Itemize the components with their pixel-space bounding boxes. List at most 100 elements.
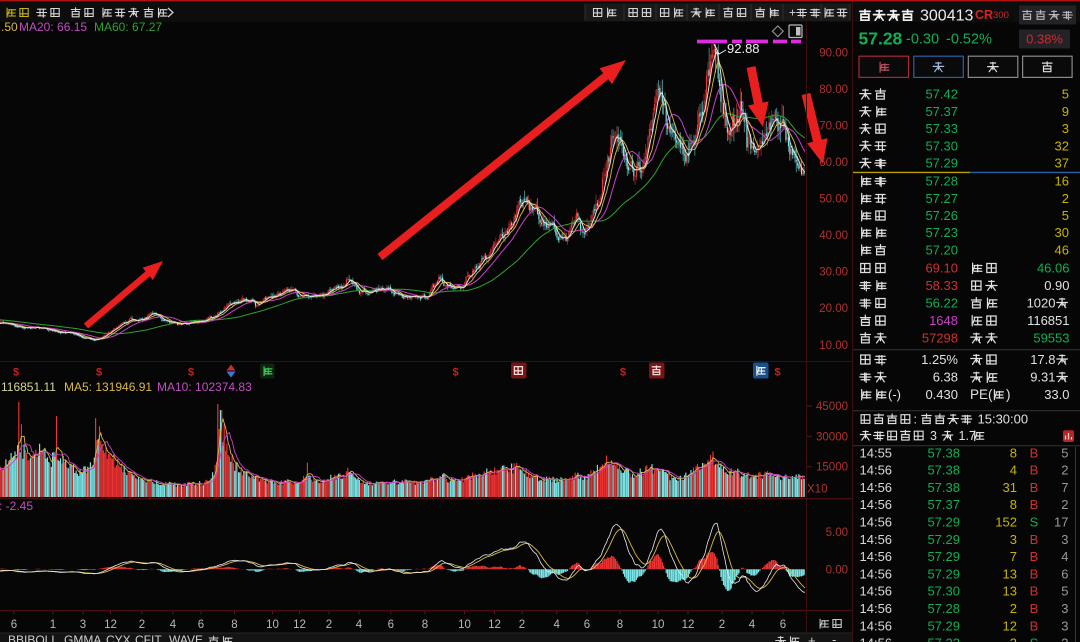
svg-text:30000: 30000 [816, 431, 848, 443]
svg-text:-0.30: -0.30 [906, 32, 939, 48]
svg-text:57.33: 57.33 [925, 121, 958, 136]
svg-text:8: 8 [1010, 445, 1017, 460]
svg-text:CYX: CYX [106, 633, 131, 642]
svg-text:3: 3 [80, 619, 86, 631]
svg-text:B: B [1030, 463, 1039, 478]
svg-text:2: 2 [1061, 497, 1068, 512]
svg-text:5: 5 [1062, 208, 1069, 223]
svg-text:$: $ [188, 367, 194, 379]
svg-text:6: 6 [1061, 566, 1068, 581]
svg-text:2: 2 [1061, 636, 1068, 642]
svg-text:17.8: 17.8 [1030, 352, 1055, 367]
svg-text:57.23: 57.23 [927, 636, 960, 642]
svg-text:6: 6 [11, 619, 17, 631]
svg-text:9: 9 [1062, 104, 1069, 119]
svg-text:-0.52%: -0.52% [946, 32, 992, 48]
svg-text:4: 4 [356, 619, 363, 631]
svg-text:B: B [1030, 532, 1039, 547]
svg-text:2: 2 [719, 619, 725, 631]
svg-text:57.38: 57.38 [927, 463, 960, 478]
svg-text:2: 2 [139, 619, 145, 631]
svg-text:12: 12 [488, 619, 501, 631]
svg-text:3: 3 [1061, 618, 1068, 633]
svg-text:14:56: 14:56 [860, 532, 893, 547]
svg-text:B: B [1030, 480, 1039, 495]
svg-text::: : [914, 413, 917, 427]
svg-text:5.00: 5.00 [826, 527, 848, 539]
svg-text:57.26: 57.26 [925, 208, 958, 223]
svg-text:3: 3 [1061, 601, 1068, 616]
svg-text:40.00: 40.00 [819, 230, 848, 242]
svg-text:12: 12 [1003, 618, 1017, 633]
svg-text:57.28: 57.28 [859, 29, 903, 49]
svg-text:15:30:00: 15:30:00 [978, 412, 1029, 427]
svg-text:: -2.45: : -2.45 [0, 499, 33, 513]
svg-text:300413: 300413 [920, 8, 973, 25]
svg-text:7: 7 [1061, 480, 1068, 495]
svg-text:B: B [1030, 601, 1039, 616]
svg-text:14:56: 14:56 [860, 566, 893, 581]
svg-text:60.00: 60.00 [819, 157, 848, 169]
svg-text:116851: 116851 [1027, 313, 1069, 328]
svg-text:14:55: 14:55 [860, 445, 893, 460]
svg-text:300: 300 [993, 10, 1009, 21]
svg-text:6: 6 [584, 619, 590, 631]
svg-text:2: 2 [326, 619, 332, 631]
svg-text:14:56: 14:56 [860, 549, 893, 564]
svg-text:12: 12 [682, 619, 695, 631]
svg-text:MA20: 66.15: MA20: 66.15 [19, 20, 87, 34]
svg-text:116851.11: 116851.11 [1, 380, 56, 394]
svg-text:6.38: 6.38 [933, 370, 958, 385]
svg-text:S: S [1030, 515, 1039, 530]
svg-text:7: 7 [1010, 549, 1017, 564]
svg-text:12: 12 [104, 619, 117, 631]
svg-text:56.22: 56.22 [925, 296, 958, 311]
svg-text:5: 5 [1062, 87, 1069, 102]
svg-text:13: 13 [1003, 584, 1017, 599]
svg-text:MA5: 131946.91: MA5: 131946.91 [64, 380, 152, 394]
svg-text:57.37: 57.37 [925, 104, 958, 119]
svg-text:3: 3 [1010, 532, 1017, 547]
svg-text:59553: 59553 [1033, 331, 1069, 346]
svg-text:): ) [1006, 387, 1011, 402]
svg-text:10: 10 [458, 619, 471, 631]
svg-text:5: 5 [1061, 584, 1068, 599]
svg-text:57.28: 57.28 [927, 601, 960, 616]
svg-text:57.20: 57.20 [925, 242, 958, 257]
svg-text:80.00: 80.00 [819, 84, 848, 96]
svg-text:14:56: 14:56 [860, 601, 893, 616]
svg-text:57.23: 57.23 [925, 225, 958, 240]
svg-text:$: $ [774, 367, 780, 379]
svg-text:B: B [1030, 497, 1039, 512]
svg-text:3: 3 [1061, 532, 1068, 547]
svg-text:3: 3 [1010, 636, 1017, 642]
svg-text:57.27: 57.27 [925, 191, 958, 206]
svg-text:2: 2 [519, 619, 525, 631]
svg-text:46.06: 46.06 [1037, 261, 1070, 276]
svg-text:B: B [1030, 584, 1039, 599]
svg-text:14:56: 14:56 [860, 480, 893, 495]
svg-text:14:56: 14:56 [860, 618, 893, 633]
svg-text:1648: 1648 [929, 313, 958, 328]
svg-text:1020: 1020 [1027, 296, 1056, 311]
svg-text:MA60: 67.27: MA60: 67.27 [94, 20, 162, 34]
svg-text:57.38: 57.38 [927, 480, 960, 495]
svg-text:8: 8 [231, 619, 237, 631]
svg-text:8: 8 [617, 619, 623, 631]
svg-text:4: 4 [553, 619, 560, 631]
svg-text:+: + [808, 633, 816, 642]
svg-text:GMMA: GMMA [64, 633, 101, 642]
svg-text:90.00: 90.00 [819, 47, 848, 59]
svg-text:8: 8 [422, 619, 428, 631]
svg-text:57.37: 57.37 [927, 497, 960, 512]
svg-text:0.00: 0.00 [826, 564, 848, 576]
svg-text:B: B [1030, 549, 1039, 564]
svg-text:14:56: 14:56 [860, 515, 893, 530]
svg-text:1.7: 1.7 [959, 429, 976, 443]
svg-text:10.00: 10.00 [819, 340, 848, 352]
svg-text:.50: .50 [1, 20, 18, 34]
svg-text:8: 8 [1010, 497, 1017, 512]
svg-text:5: 5 [1061, 445, 1068, 460]
svg-text:$: $ [452, 367, 458, 379]
svg-text:0.430: 0.430 [925, 387, 958, 402]
